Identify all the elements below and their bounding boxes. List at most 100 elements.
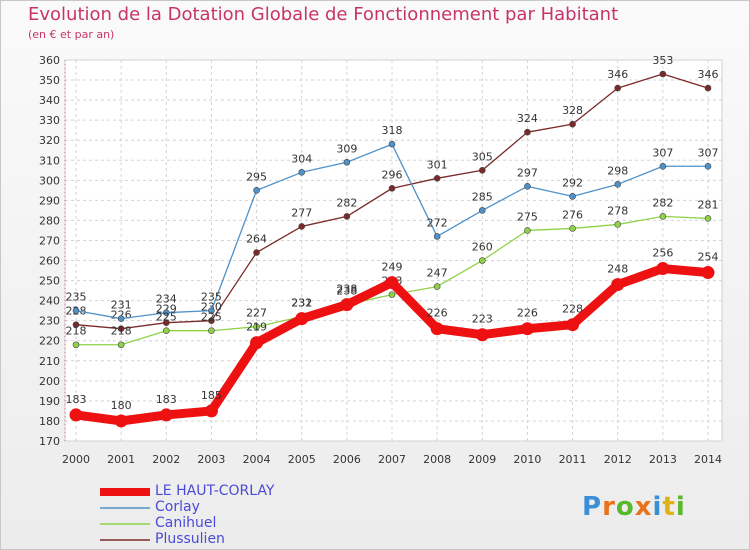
data-label: 218 bbox=[66, 325, 87, 338]
chart-subtitle: (en € et par an) bbox=[28, 28, 115, 41]
data-label: 324 bbox=[517, 112, 538, 125]
data-label: 231 bbox=[291, 297, 312, 310]
data-point bbox=[524, 183, 531, 190]
y-tick-label: 300 bbox=[39, 174, 60, 187]
data-label: 301 bbox=[427, 158, 448, 171]
data-label: 277 bbox=[291, 206, 312, 219]
data-point bbox=[430, 322, 444, 336]
data-label: 219 bbox=[246, 321, 267, 334]
data-point bbox=[524, 128, 531, 136]
data-label: 346 bbox=[607, 68, 628, 81]
data-point bbox=[614, 221, 622, 228]
data-point bbox=[295, 312, 309, 326]
data-point bbox=[704, 215, 712, 222]
data-point bbox=[701, 266, 715, 280]
data-label: 346 bbox=[698, 68, 719, 81]
data-label: 180 bbox=[111, 399, 132, 412]
data-point bbox=[340, 298, 354, 312]
data-label: 353 bbox=[652, 54, 673, 67]
data-label: 247 bbox=[427, 267, 448, 280]
data-label: 282 bbox=[652, 196, 673, 209]
data-label: 235 bbox=[201, 291, 222, 304]
y-tick-label: 210 bbox=[39, 355, 60, 368]
data-label: 276 bbox=[562, 208, 583, 221]
x-tick-label: 2000 bbox=[62, 453, 90, 466]
data-label: 264 bbox=[246, 233, 267, 246]
x-tick-label: 2008 bbox=[423, 453, 451, 466]
y-tick-label: 270 bbox=[39, 234, 60, 247]
data-point bbox=[385, 276, 399, 290]
data-point bbox=[388, 140, 396, 148]
x-tick-label: 2004 bbox=[243, 453, 271, 466]
data-point bbox=[478, 166, 486, 174]
data-label: 226 bbox=[517, 307, 538, 320]
y-tick-label: 260 bbox=[39, 255, 60, 268]
data-label: 183 bbox=[66, 393, 87, 406]
data-label: 307 bbox=[698, 146, 719, 159]
data-point bbox=[162, 319, 170, 326]
data-label: 183 bbox=[156, 393, 177, 406]
data-label: 238 bbox=[336, 283, 357, 296]
y-tick-label: 360 bbox=[39, 54, 60, 67]
y-tick-label: 240 bbox=[39, 295, 60, 308]
legend-item: Canihuel bbox=[155, 515, 217, 531]
x-tick-label: 2009 bbox=[468, 453, 496, 466]
data-point bbox=[250, 336, 264, 350]
data-label: 228 bbox=[562, 303, 583, 316]
x-tick-label: 2003 bbox=[197, 453, 225, 466]
data-point bbox=[433, 233, 441, 240]
data-label: 254 bbox=[698, 251, 719, 264]
data-label: 218 bbox=[111, 325, 132, 338]
data-point bbox=[208, 317, 215, 324]
y-tick-label: 200 bbox=[39, 375, 60, 388]
data-point bbox=[569, 225, 576, 232]
y-tick-label: 170 bbox=[39, 435, 60, 448]
proxiti-logo: Proxiti bbox=[582, 492, 686, 522]
data-point bbox=[114, 414, 128, 428]
data-label: 282 bbox=[336, 196, 357, 209]
data-label: 248 bbox=[607, 263, 628, 276]
y-tick-label: 220 bbox=[39, 335, 60, 348]
data-label: 296 bbox=[382, 168, 403, 181]
data-point bbox=[159, 408, 173, 422]
data-point bbox=[569, 193, 576, 200]
data-point bbox=[343, 158, 351, 166]
y-tick-label: 250 bbox=[39, 275, 60, 288]
data-label: 318 bbox=[382, 124, 403, 137]
data-point bbox=[298, 168, 306, 176]
data-label: 304 bbox=[291, 152, 312, 165]
y-tick-label: 180 bbox=[39, 415, 60, 428]
data-point bbox=[524, 227, 531, 234]
data-point bbox=[704, 162, 712, 170]
data-label: 226 bbox=[427, 307, 448, 320]
data-label: 328 bbox=[562, 104, 583, 117]
data-label: 292 bbox=[562, 176, 583, 189]
x-tick-label: 2002 bbox=[152, 453, 180, 466]
data-label: 260 bbox=[472, 241, 493, 254]
data-point bbox=[298, 223, 306, 230]
chart-title: Evolution de la Dotation Globale de Fonc… bbox=[28, 4, 619, 25]
data-point bbox=[520, 322, 534, 336]
data-label: 225 bbox=[201, 311, 222, 324]
data-point bbox=[208, 327, 215, 335]
data-point bbox=[204, 404, 218, 418]
legend-item: LE HAUT-CORLAY bbox=[155, 483, 275, 499]
y-tick-label: 280 bbox=[39, 214, 60, 227]
data-point bbox=[253, 187, 260, 194]
data-label: 307 bbox=[652, 146, 673, 159]
data-label: 235 bbox=[66, 291, 87, 304]
x-tick-label: 2006 bbox=[333, 453, 361, 466]
x-tick-label: 2005 bbox=[288, 453, 316, 466]
data-point bbox=[72, 321, 80, 328]
x-tick-label: 2007 bbox=[378, 453, 406, 466]
data-label: 297 bbox=[517, 166, 538, 179]
data-point bbox=[475, 328, 489, 342]
y-tick-label: 290 bbox=[39, 194, 60, 207]
data-point bbox=[659, 213, 667, 220]
x-tick-label: 2013 bbox=[649, 453, 677, 466]
data-point bbox=[117, 325, 125, 333]
x-tick-label: 2012 bbox=[604, 453, 632, 466]
data-label: 234 bbox=[156, 293, 177, 306]
x-tick-label: 2014 bbox=[694, 453, 722, 466]
data-point bbox=[566, 318, 580, 332]
